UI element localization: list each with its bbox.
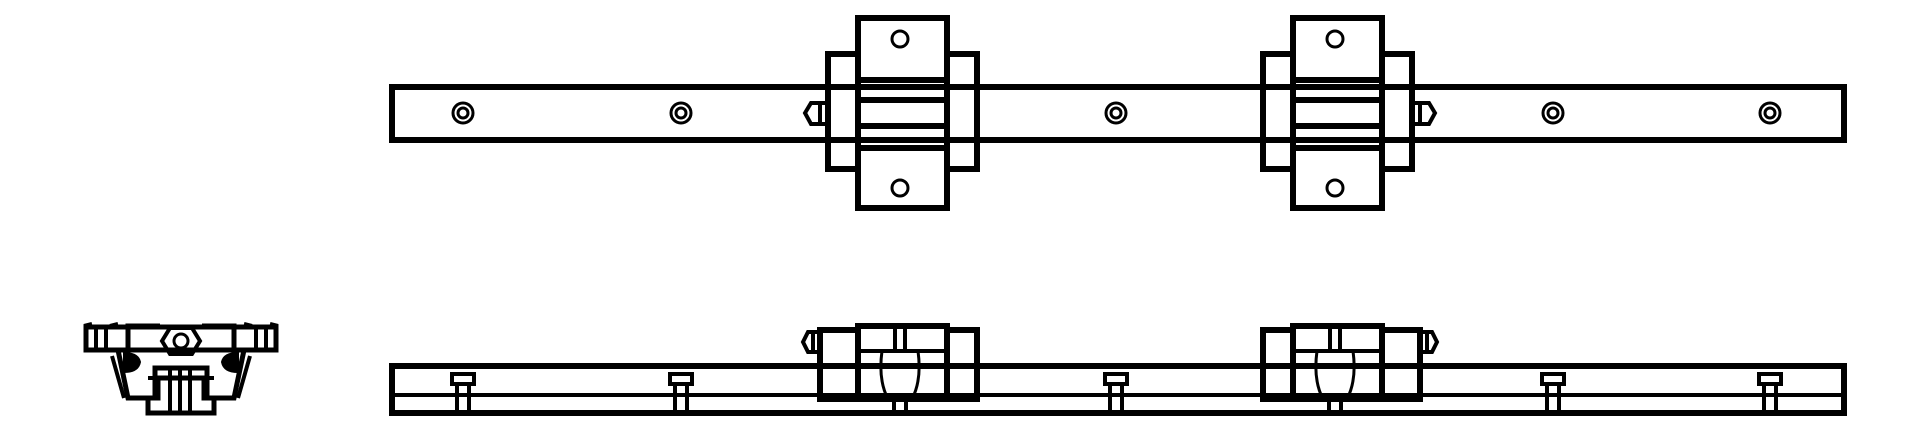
end-view-rail xyxy=(125,323,237,350)
front-carriage-1-stud xyxy=(892,399,908,413)
front-carriage-2-body xyxy=(1290,323,1385,402)
front-carriage-2-stud xyxy=(1327,399,1343,413)
rail-hole-inner xyxy=(1763,106,1777,120)
plan-carriage-2-left-seal xyxy=(1260,51,1296,172)
end-view-flange-bolts xyxy=(94,327,268,350)
rail-hole xyxy=(1541,101,1565,125)
rail-hole-inner xyxy=(1546,106,1560,120)
rail-hole-inner xyxy=(674,106,688,120)
rail-hole xyxy=(669,101,693,125)
rail-hole xyxy=(1104,101,1128,125)
end-view xyxy=(83,322,279,416)
rail-bolt xyxy=(450,372,476,413)
end-view-seals xyxy=(123,351,239,374)
front-carriage-2-grease-nipple xyxy=(1420,330,1440,354)
plan-carriage-2-bolt-hole xyxy=(1325,178,1345,198)
end-view-pegs xyxy=(110,355,252,399)
end-view-flange-caps xyxy=(83,322,279,328)
rail-bolt xyxy=(1540,372,1566,413)
plan-carriage-1-grease-nipple xyxy=(802,101,828,126)
plan-carriage-1-left-seal xyxy=(825,51,861,172)
front-view xyxy=(389,323,1847,416)
plan-carriage-2 xyxy=(1260,15,1438,211)
end-view-base xyxy=(126,376,236,400)
plan-carriage-2-body xyxy=(1290,15,1385,211)
front-carriage-2 xyxy=(1260,323,1440,413)
end-view-rail-profile xyxy=(145,365,217,416)
front-carriage-1 xyxy=(800,323,980,413)
plan-carriage-1-bolt-hole xyxy=(890,29,910,49)
plan-carriage-2-right-seal xyxy=(1379,51,1415,172)
end-view-hex-nut xyxy=(159,326,203,356)
front-carriage-1-recess xyxy=(879,350,921,401)
plan-carriage-1-right-seal xyxy=(944,51,980,172)
front-carriage-1-body xyxy=(855,323,950,402)
rail-bolt xyxy=(668,372,694,413)
plan-rail xyxy=(389,84,1847,143)
plan-carriage-2-bolt-hole xyxy=(1325,29,1345,49)
front-carriage-1-center-bolt xyxy=(893,326,907,351)
rail-bolt xyxy=(1757,372,1783,413)
plan-carriage-1-bolt-hole xyxy=(890,178,910,198)
plan-rail-holes xyxy=(451,101,1782,125)
plan-view xyxy=(389,15,1847,211)
front-rail xyxy=(389,363,1847,416)
front-carriage-2-center-bolt xyxy=(1328,326,1342,351)
rail-hole xyxy=(1758,101,1782,125)
front-carriage-1-grease-nipple xyxy=(800,330,820,354)
rail-hole-inner xyxy=(456,106,470,120)
rail-hole-inner xyxy=(1109,106,1123,120)
front-rail-bolts xyxy=(450,372,1783,413)
rail-bolt xyxy=(1103,372,1129,413)
rail-hole xyxy=(451,101,475,125)
front-carriage-2-recess xyxy=(1314,350,1356,401)
plan-carriage-1 xyxy=(802,15,980,211)
end-view-nut-hole xyxy=(172,332,190,350)
plan-carriage-2-grease-nipple xyxy=(1412,101,1438,126)
plan-carriage-1-body xyxy=(855,15,950,211)
end-view-rail-bolt xyxy=(168,368,192,413)
